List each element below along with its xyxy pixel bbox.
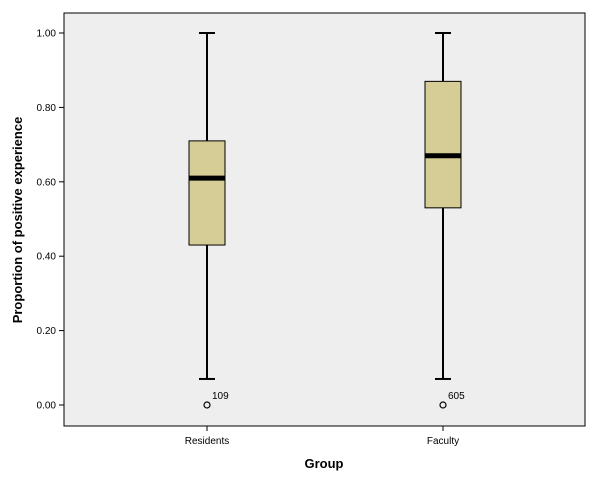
outlier-point [203,401,211,409]
box-faculty: 605 [424,32,465,409]
outlier-label: 109 [212,391,229,402]
outlier-label: 605 [448,391,465,402]
boxes-group: 109 605 [188,32,465,409]
y-tick-label: 0.40 [37,252,57,263]
iqr-box [424,80,462,209]
iqr-box [188,140,226,246]
x-tick-label: Residents [185,436,229,447]
x-axis: Residents Faculty [185,426,459,447]
outlier-point [439,401,447,409]
y-tick-label: 0.80 [37,103,57,114]
y-axis-title: Proportion of positive experience [10,117,25,324]
x-tick-label: Faculty [427,436,459,447]
y-tick-label: 0.60 [37,177,57,188]
plot-area [63,12,586,427]
box-residents: 109 [188,32,229,409]
y-axis: 0.00 0.20 0.40 0.60 0.80 1.00 [37,29,64,412]
y-tick-label: 0.00 [37,401,57,412]
y-tick-label: 0.20 [37,326,57,337]
x-axis-title: Group [305,456,344,471]
y-tick-label: 1.00 [37,29,57,40]
